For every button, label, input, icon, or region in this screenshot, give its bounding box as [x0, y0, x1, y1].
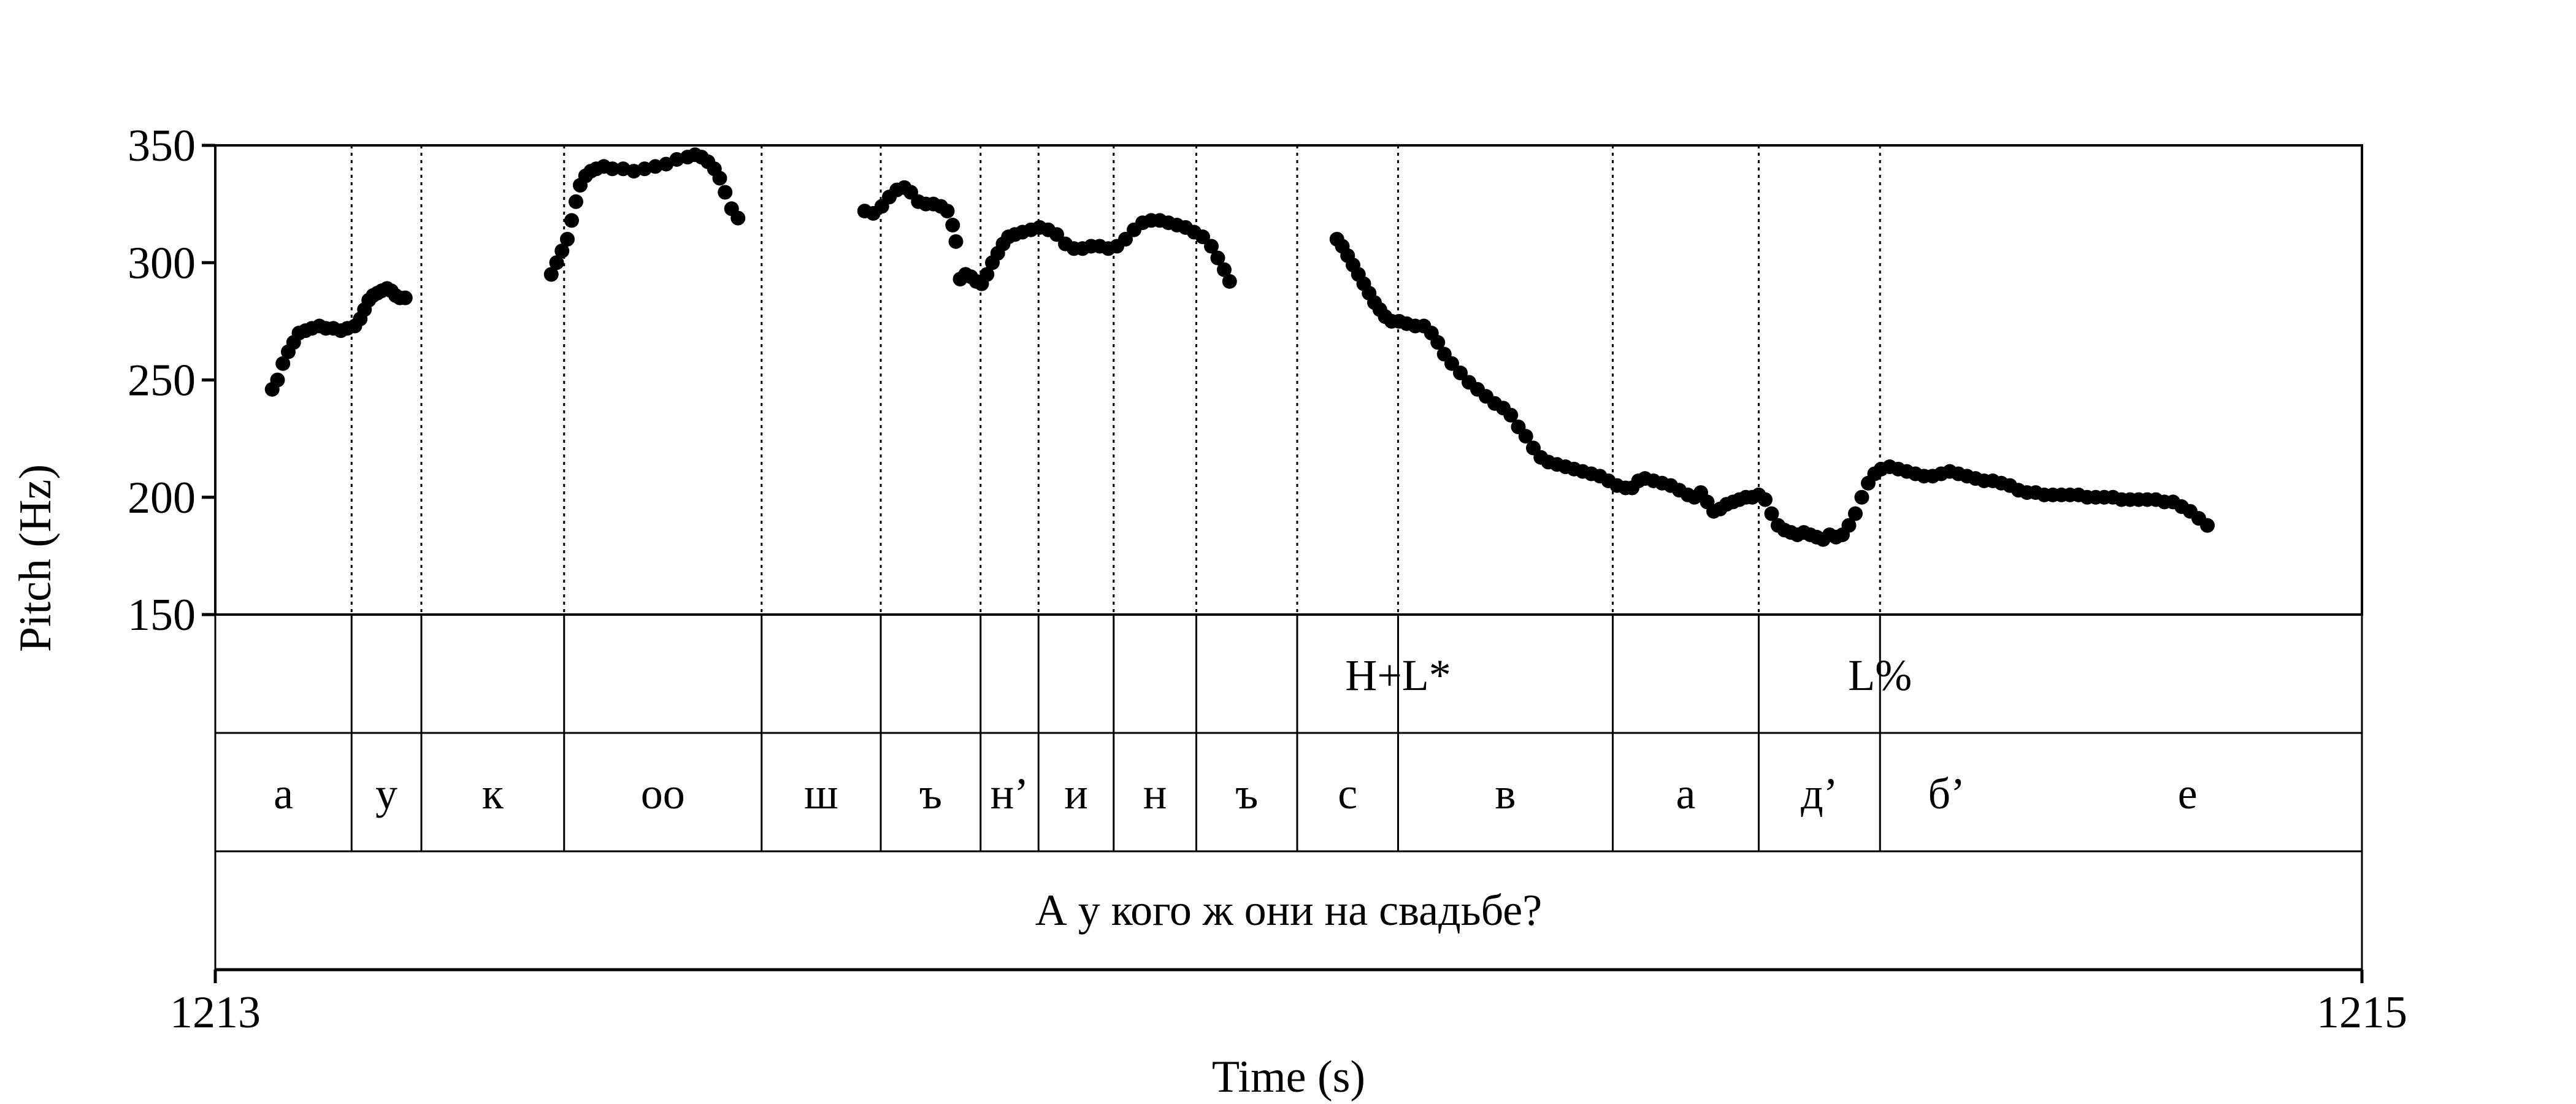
pitch-point: [1195, 229, 1210, 245]
pitch-point: [1764, 506, 1779, 521]
tone-tier-box: [214, 613, 2363, 734]
phone-label: ъ: [919, 769, 942, 818]
phone-label: к: [482, 769, 504, 818]
x-axis: 1213 1215: [170, 970, 2407, 1038]
pitch-point: [1848, 506, 1863, 521]
pitch-point: [1204, 239, 1219, 254]
phone-label: с: [1338, 769, 1357, 818]
pitch-point: [1049, 227, 1064, 242]
pitch-point: [1503, 407, 1519, 423]
x-tick-label-end: 1215: [2317, 987, 2407, 1038]
pitch-point: [1210, 250, 1225, 266]
phone-label: н’: [991, 769, 1029, 818]
pitch-point: [569, 194, 583, 209]
pitch-point: [945, 218, 960, 233]
phone-label: д’: [1801, 769, 1838, 818]
sentence-label: А у кого ж они на свадьбе?: [1035, 886, 1542, 935]
phone-label: н: [1143, 769, 1167, 818]
pitch-point: [270, 372, 285, 388]
tone-label: L%: [1848, 651, 1912, 700]
phone-label: а: [274, 769, 293, 818]
pitch-point: [560, 232, 575, 247]
pitch-point: [1217, 262, 1232, 277]
pitch-point: [1758, 492, 1773, 507]
pitch-points: [264, 147, 2215, 547]
phone-label: ш: [804, 769, 838, 818]
pitch-point: [730, 210, 746, 226]
pitch-point: [1453, 366, 1468, 381]
phone-label: у: [375, 769, 397, 818]
y-tick-label: 350: [128, 121, 196, 171]
pitch-point: [1841, 518, 1857, 533]
pitch-point: [275, 356, 291, 371]
phone-label: е: [2178, 769, 2198, 818]
pitch-point: [1118, 232, 1133, 247]
pitch-point: [549, 255, 564, 270]
pitch-point: [543, 267, 559, 282]
y-tick-label: 150: [128, 590, 196, 640]
phone-label: и: [1064, 769, 1088, 818]
y-tick-label: 300: [128, 238, 196, 288]
y-tick-label: 250: [128, 356, 196, 406]
pitch-point: [1222, 274, 1237, 289]
plot-area-frame: [214, 144, 2363, 616]
phone-label: ъ: [1235, 769, 1258, 818]
pitch-point: [554, 243, 570, 259]
pitch-point: [1518, 429, 1533, 444]
pitch-point: [1444, 356, 1459, 371]
y-axis: 150 200 250 300 350: [128, 121, 215, 640]
x-tick-label-start: 1213: [170, 987, 261, 1038]
pitch-point: [940, 204, 955, 219]
phone-label: а: [1676, 769, 1696, 818]
phone-label: в: [1495, 769, 1516, 818]
y-axis-label: Pitch (Hz): [10, 464, 61, 652]
tone-label: H+L*: [1345, 651, 1451, 700]
pitch-point: [948, 234, 964, 249]
pitch-point: [397, 290, 413, 305]
phone-label: б’: [1928, 769, 1965, 818]
x-axis-label: Time (s): [1212, 1052, 1365, 1102]
y-tick-label: 200: [128, 473, 196, 523]
phone-label: оо: [641, 769, 685, 818]
pitch-point: [718, 185, 733, 200]
pitch-point: [605, 161, 620, 177]
phone-tier: а у к оо ш ъ н’ и н ъ с в а д’ б’ е: [274, 769, 2197, 818]
phone-tier-box: [214, 732, 2363, 853]
pitch-point: [1430, 335, 1446, 350]
pitch-point: [1854, 489, 1869, 505]
pitch-point: [979, 267, 995, 282]
pitch-point: [564, 213, 579, 228]
pitch-point: [2200, 518, 2215, 533]
pitch-point: [712, 171, 727, 186]
boundary-lines: [350, 145, 1881, 851]
tone-tier: H+L* L%: [1345, 651, 1912, 700]
